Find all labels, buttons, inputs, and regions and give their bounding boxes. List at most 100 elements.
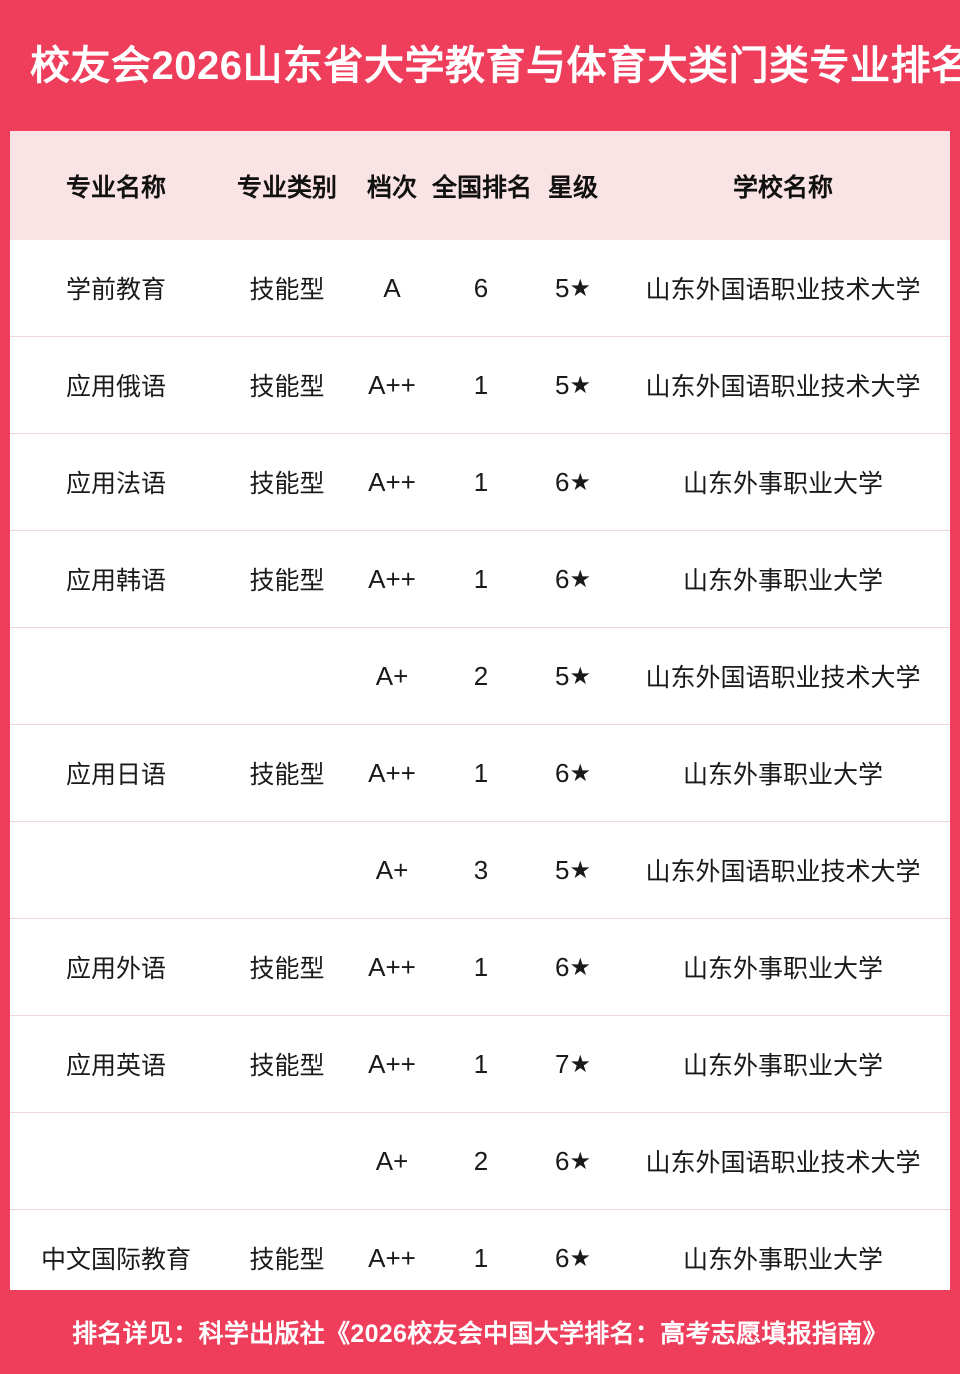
cell-tier: A [383, 272, 401, 303]
table-row: A+ 2 6★ 山东外国语职业技术大学 [10, 1112, 950, 1210]
cell-school-name: 山东外事职业大学 [616, 530, 950, 628]
cell-major-name: 学前教育 [65, 276, 166, 304]
cell-school-name: 山东外国语职业技术大学 [645, 276, 921, 304]
cell-national-rank: 1 [432, 724, 530, 822]
cell-tier: A+ [352, 627, 432, 725]
cell-star-rating: 5★ [530, 336, 616, 434]
cell-major-name: 应用韩语 [10, 530, 222, 628]
cell-major-type [222, 1112, 352, 1210]
table-row: 应用韩语 技能型 A++ 1 6★ 山东外事职业大学 [10, 530, 950, 628]
column-header-type: 专业类别 [222, 131, 352, 240]
cell-national-rank: 1 [432, 1015, 530, 1113]
cell-star-rating: 6★ [530, 918, 616, 1016]
cell-school-name: 山东外事职业大学 [616, 918, 950, 1016]
cell-national-rank: 1 [432, 336, 530, 434]
cell-national-rank: 2 [432, 627, 530, 725]
cell-school-name: 山东外国语职业技术大学 [616, 821, 950, 919]
cell-school-name: 山东外国语职业技术大学 [616, 1112, 950, 1210]
cell-major-type: 技能型 [222, 433, 352, 531]
table-row: 应用法语 技能型 A++ 1 6★ 山东外事职业大学 [10, 433, 950, 531]
table-row: 应用俄语 技能型 A++ 1 5★ 山东外国语职业技术大学 [10, 336, 950, 434]
cell-school-name: 山东外事职业大学 [616, 1015, 950, 1113]
star-icon: ★ [569, 273, 591, 302]
page-title: 校友会2026山东省大学教育与体育大类门类专业排名 [30, 43, 960, 88]
cell-star-rating: 6★ [530, 1209, 616, 1290]
cell-school-name: 山东外事职业大学 [616, 724, 950, 822]
cell-major-type: 技能型 [222, 918, 352, 1016]
table-row: A+ 3 5★ 山东外国语职业技术大学 [10, 821, 950, 919]
cell-star-rating: 6★ [530, 530, 616, 628]
cell-major-name: 应用外语 [10, 918, 222, 1016]
cell-national-rank: 3 [432, 821, 530, 919]
title-band: 校友会2026山东省大学教育与体育大类门类专业排名 [0, 0, 960, 131]
cell-major-type: 技能型 [222, 724, 352, 822]
cell-major-type: 技能型 [222, 336, 352, 434]
column-header-school: 学校名称 [616, 131, 950, 240]
cell-national-rank: 1 [432, 1209, 530, 1290]
table-row: 应用外语 技能型 A++ 1 6★ 山东外事职业大学 [10, 918, 950, 1016]
cell-school-name: 山东外国语职业技术大学 [616, 336, 950, 434]
cell-tier: A++ [352, 433, 432, 531]
cell-national-rank: 1 [432, 530, 530, 628]
cell-national-rank: 6 [473, 272, 489, 303]
cell-school-name: 山东外事职业大学 [616, 1209, 950, 1290]
cell-major-name: 应用俄语 [10, 336, 222, 434]
cell-tier: A++ [352, 530, 432, 628]
column-header-star: 星级 [530, 131, 616, 240]
cell-tier: A++ [352, 336, 432, 434]
cell-tier: A++ [352, 918, 432, 1016]
cell-star-rating: 5★ [530, 627, 616, 725]
table-row: 中文国际教育 技能型 A++ 1 6★ 山东外事职业大学 [10, 1209, 950, 1290]
cell-star-rating: 6★ [530, 1112, 616, 1210]
cell-tier: A+ [352, 821, 432, 919]
star-icon: ★ [569, 855, 591, 884]
star-icon: ★ [569, 758, 591, 787]
table-row: 应用英语 技能型 A++ 1 7★ 山东外事职业大学 [10, 1015, 950, 1113]
cell-major-name: 应用法语 [10, 433, 222, 531]
cell-national-rank: 2 [432, 1112, 530, 1210]
star-icon: ★ [569, 370, 591, 399]
cell-major-type: 技能型 [222, 530, 352, 628]
star-icon: ★ [569, 1049, 591, 1078]
star-icon: ★ [569, 564, 591, 593]
cell-tier: A+ [352, 1112, 432, 1210]
cell-major-type: 技能型 [249, 276, 325, 304]
footer-note: 排名详见：科学出版社《2026校友会中国大学排名：高考志愿填报指南》 [72, 1320, 888, 1348]
cell-star-rating: 7★ [530, 1015, 616, 1113]
cell-major-name: 中文国际教育 [10, 1209, 222, 1290]
cell-star-rating: 5★ [555, 272, 591, 303]
column-header-major: 专业名称 [10, 131, 222, 240]
table-header-row: 专业名称 专业类别 档次 全国排名 星级 学校名称 [10, 131, 950, 240]
cell-star-rating: 6★ [530, 433, 616, 531]
star-icon: ★ [569, 467, 591, 496]
star-icon: ★ [569, 952, 591, 981]
cell-major-name: 应用英语 [10, 1015, 222, 1113]
cell-national-rank: 1 [432, 918, 530, 1016]
column-header-rank: 全国排名 [432, 131, 532, 240]
column-header-tier: 档次 [352, 131, 432, 240]
star-icon: ★ [569, 1243, 591, 1272]
cell-national-rank: 1 [432, 433, 530, 531]
cell-major-name: 应用日语 [10, 724, 222, 822]
cell-major-type: 技能型 [222, 1209, 352, 1290]
table-row: A+ 2 5★ 山东外国语职业技术大学 [10, 627, 950, 725]
star-icon: ★ [569, 661, 591, 690]
table-body: 学前教育 技能型 A 6 5★ 山东外国语职业技术大学 应用俄语 技能型 A++ 1 5★ 山东外国语… [10, 240, 950, 1290]
cell-major-type [222, 627, 352, 725]
table-header: 专业名称 专业类别 档次 全国排名 星级 学校名称 [10, 131, 950, 240]
cell-major-name [10, 627, 222, 725]
ranking-table-container: 专业名称 专业类别 档次 全国排名 星级 学校名称 学前教育 技能型 A 6 5★ 山东外… [10, 131, 950, 1290]
cell-tier: A++ [352, 1209, 432, 1290]
cell-school-name: 山东外事职业大学 [616, 433, 950, 531]
star-icon: ★ [569, 1146, 591, 1175]
cell-major-name [10, 821, 222, 919]
footer-band: 排名详见：科学出版社《2026校友会中国大学排名：高考志愿填报指南》 [0, 1290, 960, 1374]
cell-school-name: 山东外国语职业技术大学 [616, 627, 950, 725]
cell-tier: A++ [352, 724, 432, 822]
cell-major-name [10, 1112, 222, 1210]
cell-major-type [222, 821, 352, 919]
ranking-table: 专业名称 专业类别 档次 全国排名 星级 学校名称 学前教育 技能型 A 6 5★ 山东外… [10, 131, 950, 1290]
cell-star-rating: 6★ [530, 724, 616, 822]
cell-star-rating: 5★ [530, 821, 616, 919]
